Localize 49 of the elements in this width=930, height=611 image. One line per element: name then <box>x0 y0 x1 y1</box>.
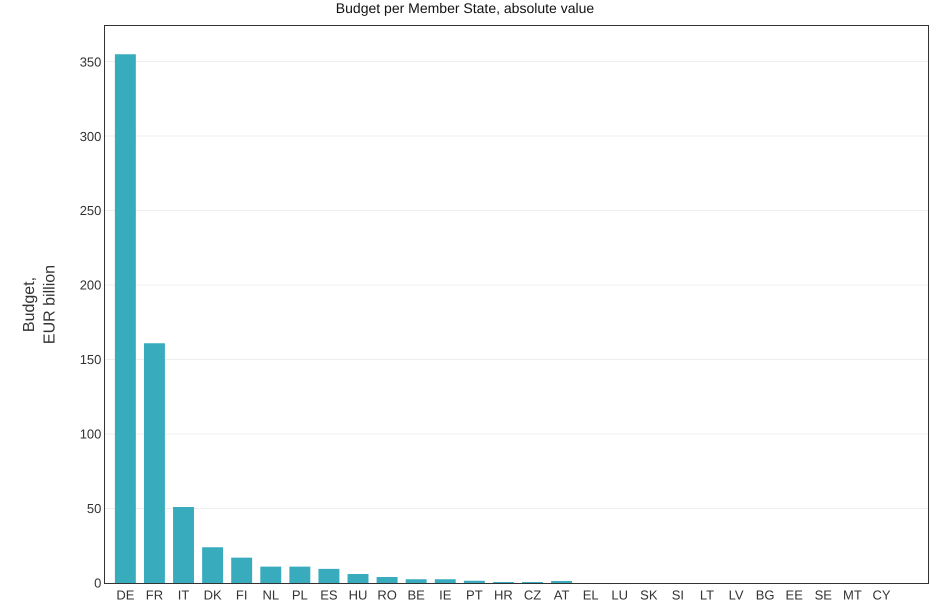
x-tick-label: DK <box>204 588 222 603</box>
x-tick-label: LT <box>700 588 714 603</box>
x-tick-label: ES <box>320 588 338 603</box>
bar <box>173 507 194 583</box>
x-tick-label: HR <box>494 588 513 603</box>
x-tick-label: SE <box>814 588 832 603</box>
x-tick-label: RO <box>377 588 397 603</box>
y-tick-label: 250 <box>80 203 102 218</box>
x-tick-label: SI <box>672 588 684 603</box>
x-tick-label: LU <box>611 588 628 603</box>
x-tick-label: IT <box>178 588 190 603</box>
x-tick-label: FR <box>146 588 164 603</box>
bar <box>289 566 310 583</box>
x-tick-label: AT <box>554 588 570 603</box>
bar <box>114 54 136 583</box>
bar <box>260 566 282 583</box>
x-tick-label: EE <box>786 588 804 603</box>
chart-title: Budget per Member State, absolute value <box>336 0 594 16</box>
y-tick-label: 100 <box>80 426 102 442</box>
x-tick-label: CZ <box>524 588 542 603</box>
y-tick-label: 350 <box>80 54 102 70</box>
y-tick-label: 150 <box>80 352 102 368</box>
bar <box>434 579 456 583</box>
x-tick-label: PT <box>466 588 483 603</box>
x-tick-label: IE <box>439 588 452 603</box>
x-tick-label: HU <box>348 588 368 603</box>
bar <box>231 558 252 583</box>
bar <box>144 343 165 583</box>
x-tick-label: EL <box>582 588 599 603</box>
bar <box>376 577 398 583</box>
x-tick-label: MT <box>843 588 862 603</box>
bar <box>348 574 368 583</box>
x-tick-label: SK <box>640 588 658 603</box>
y-axis-title: Budget, EUR billion <box>20 264 59 344</box>
x-tick-label: CY <box>872 588 891 603</box>
y-tick-label: 200 <box>80 278 102 293</box>
x-tick-label: LV <box>728 588 744 603</box>
y-tick-label: 300 <box>80 128 102 144</box>
bar <box>202 547 224 583</box>
x-tick-label: DE <box>116 588 135 603</box>
x-tick-label: BG <box>756 588 775 603</box>
bar <box>406 579 427 583</box>
x-tick-label: BE <box>408 588 426 603</box>
x-tick-label: FI <box>236 588 248 603</box>
y-tick-label: 50 <box>86 501 102 516</box>
x-tick-label: NL <box>262 588 280 603</box>
bar <box>318 568 340 583</box>
x-tick-label: PL <box>292 588 308 603</box>
y-tick-label: 0 <box>94 576 102 591</box>
